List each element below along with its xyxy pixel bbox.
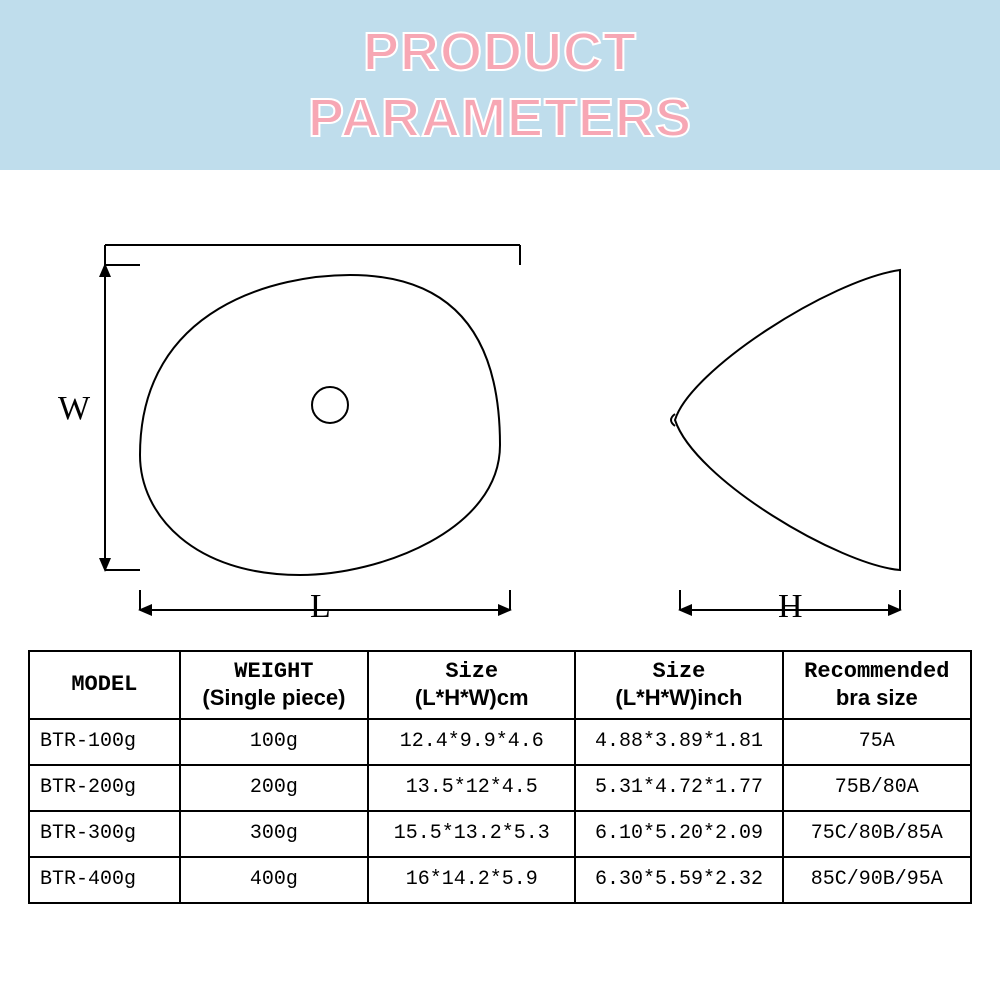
table-cell: BTR-300g [29, 811, 180, 857]
header-title-line1: PRODUCT [363, 21, 637, 83]
table-cell: 12.4*9.9*4.6 [368, 719, 575, 765]
table-row: BTR-200g200g13.5*12*4.55.31*4.72*1.7775B… [29, 765, 971, 811]
spec-table: MODELWEIGHT(Single piece)Size(L*H*W)cmSi… [28, 650, 972, 904]
table-cell: BTR-100g [29, 719, 180, 765]
table-cell: 75C/80B/85A [783, 811, 971, 857]
spec-tbody: BTR-100g100g12.4*9.9*4.64.88*3.89*1.8175… [29, 719, 971, 903]
table-cell: 85C/90B/95A [783, 857, 971, 903]
dimension-diagram: W L H [0, 170, 1000, 650]
header-banner: PRODUCT PARAMETERS [0, 0, 1000, 170]
table-cell: 4.88*3.89*1.81 [575, 719, 782, 765]
table-cell: 13.5*12*4.5 [368, 765, 575, 811]
table-cell: 75A [783, 719, 971, 765]
label-w: W [58, 390, 90, 428]
header-title-line2: PARAMETERS [308, 87, 692, 149]
label-l: L [310, 588, 331, 626]
table-row: BTR-100g100g12.4*9.9*4.64.88*3.89*1.8175… [29, 719, 971, 765]
col-header: Size(L*H*W)cm [368, 651, 575, 719]
table-row: BTR-400g400g16*14.2*5.96.30*5.59*2.3285C… [29, 857, 971, 903]
col-header: Size(L*H*W)inch [575, 651, 782, 719]
col-header: Recommendedbra size [783, 651, 971, 719]
label-h: H [778, 588, 803, 626]
table-cell: 400g [180, 857, 368, 903]
spec-table-wrap: MODELWEIGHT(Single piece)Size(L*H*W)cmSi… [0, 650, 1000, 904]
col-header: MODEL [29, 651, 180, 719]
spec-header-row: MODELWEIGHT(Single piece)Size(L*H*W)cmSi… [29, 651, 971, 719]
table-row: BTR-300g300g15.5*13.2*5.36.10*5.20*2.097… [29, 811, 971, 857]
table-cell: 15.5*13.2*5.3 [368, 811, 575, 857]
table-cell: 100g [180, 719, 368, 765]
table-cell: BTR-400g [29, 857, 180, 903]
table-cell: BTR-200g [29, 765, 180, 811]
table-cell: 300g [180, 811, 368, 857]
table-cell: 75B/80A [783, 765, 971, 811]
table-cell: 6.30*5.59*2.32 [575, 857, 782, 903]
diagram-svg [0, 170, 1000, 650]
table-cell: 6.10*5.20*2.09 [575, 811, 782, 857]
table-cell: 200g [180, 765, 368, 811]
col-header: WEIGHT(Single piece) [180, 651, 368, 719]
table-cell: 16*14.2*5.9 [368, 857, 575, 903]
table-cell: 5.31*4.72*1.77 [575, 765, 782, 811]
